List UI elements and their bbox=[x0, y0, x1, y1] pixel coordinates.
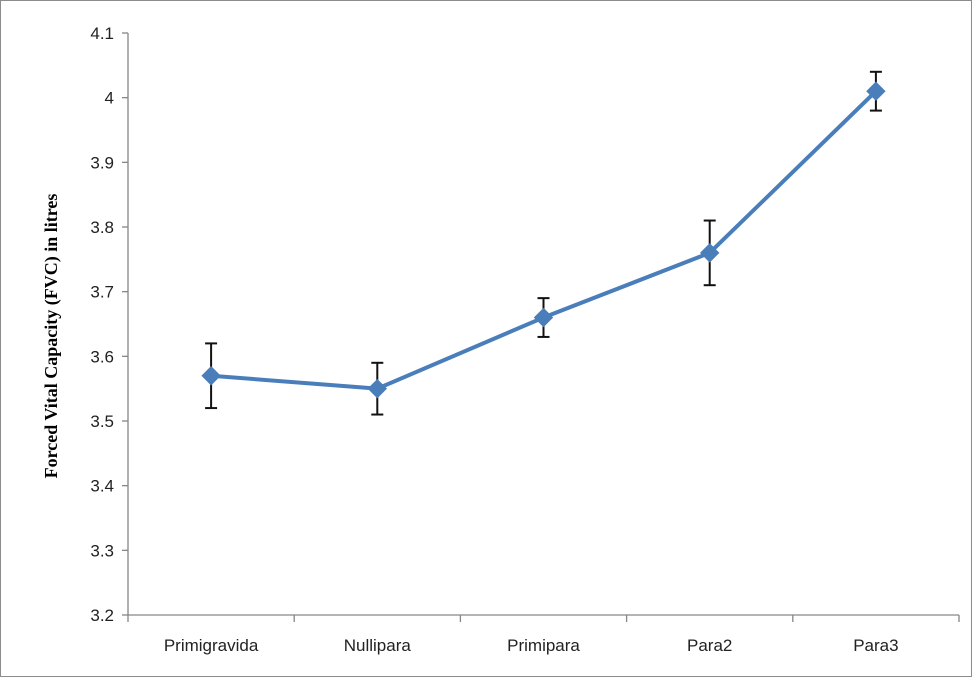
data-point-marker bbox=[699, 243, 720, 263]
x-category-label: Para2 bbox=[687, 636, 732, 655]
data-point-marker bbox=[367, 378, 388, 399]
x-category-label: Para3 bbox=[853, 636, 898, 655]
x-category-label: Primipara bbox=[507, 636, 580, 655]
y-axis-title: Forced Vital Capacity (FVC) in litres bbox=[41, 194, 62, 479]
data-point-marker bbox=[866, 81, 886, 101]
y-tick-label: 3.8 bbox=[90, 218, 114, 237]
y-tick-label: 4.1 bbox=[90, 24, 114, 43]
x-category-label: Primigravida bbox=[164, 636, 259, 655]
y-tick-label: 3.2 bbox=[90, 606, 114, 625]
data-point-marker bbox=[533, 307, 554, 328]
y-tick-label: 4 bbox=[105, 89, 114, 108]
data-markers bbox=[201, 81, 886, 399]
y-axis-ticks: 3.2 3.3 3.4 3.5 3.6 3.7 3.8 3.9 4 4.1 bbox=[90, 24, 128, 625]
x-category-label: Nullipara bbox=[344, 636, 412, 655]
y-tick-label: 3.3 bbox=[90, 541, 114, 560]
y-tick-label: 3.9 bbox=[90, 153, 114, 172]
error-bars bbox=[205, 70, 882, 416]
y-tick-label: 3.6 bbox=[90, 347, 114, 366]
data-point-marker bbox=[201, 366, 221, 386]
series-line bbox=[209, 89, 878, 391]
y-tick-label: 3.4 bbox=[90, 477, 114, 496]
x-axis-ticks: Primigravida Nullipara Primipara Para2 Para3 bbox=[127, 615, 960, 655]
y-tick-label: 3.7 bbox=[90, 283, 114, 302]
y-tick-label: 3.5 bbox=[90, 412, 114, 431]
